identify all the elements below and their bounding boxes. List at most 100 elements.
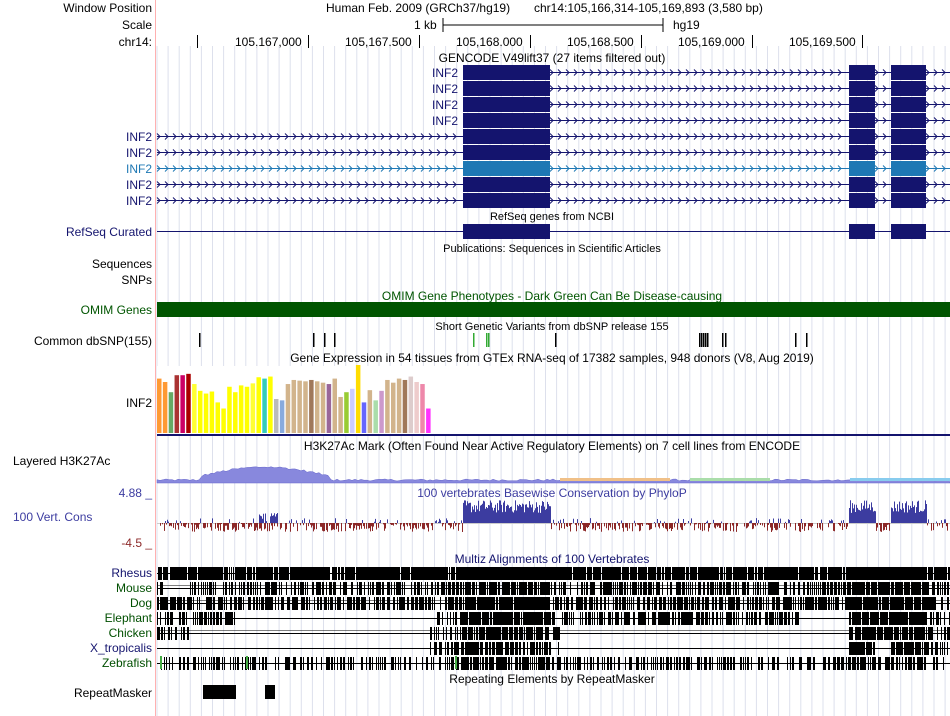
sequences-label[interactable]: Sequences	[91, 257, 152, 271]
repeatmasker-label[interactable]: RepeatMasker	[73, 686, 152, 700]
gtex-bar	[209, 391, 215, 433]
species-label-rhesus[interactable]: Rhesus	[111, 566, 152, 580]
chrom-label: chr14:	[118, 35, 152, 49]
strand-arrows	[549, 165, 842, 172]
strand-arrows	[925, 69, 946, 76]
snp-tick	[722, 333, 724, 347]
snp-tick	[703, 333, 705, 347]
omim-track-title[interactable]: OMIM Gene Phenotypes - Dark Green Can Be…	[381, 289, 723, 303]
refseq-label[interactable]: RefSeq Curated	[65, 225, 152, 239]
strand-arrows	[925, 165, 946, 172]
multiz-track-title[interactable]: Multiz Alignments of 100 Vertebrates	[454, 552, 650, 566]
h3k27ac-track-title[interactable]: H3K27Ac Mark (Often Found Near Active Re…	[303, 439, 801, 453]
phylop-track-title[interactable]: 100 vertebrates Basewise Conservation by…	[417, 486, 687, 500]
snp-tick	[705, 333, 707, 347]
refseq-track-title[interactable]: RefSeq genes from NCBI	[489, 211, 615, 223]
gene-label[interactable]: INF2	[432, 82, 459, 96]
alignment-blocks	[430, 642, 948, 655]
dbsnp-track-title[interactable]: Short Genetic Variants from dbSNP releas…	[435, 321, 669, 333]
exon-block	[891, 193, 926, 208]
strand-arrows	[156, 197, 457, 204]
gtex-bar	[344, 392, 349, 433]
omim-label[interactable]: OMIM Genes	[80, 303, 152, 317]
exon-block	[891, 81, 926, 96]
species-label-dog[interactable]: Dog	[129, 596, 152, 610]
ruler-tick-label: 105,167,500	[345, 35, 412, 49]
gtex-gene-label[interactable]: INF2	[125, 396, 152, 410]
gene-label[interactable]: INF2	[432, 98, 459, 112]
exon-block	[849, 145, 875, 160]
species-label-zebrafish[interactable]: Zebrafish	[101, 656, 152, 670]
gtex-bar	[385, 379, 390, 433]
exon-block	[891, 145, 926, 160]
exon-block	[891, 113, 926, 128]
scale-text: 1 kb	[414, 18, 437, 32]
phylop-positive	[165, 500, 946, 523]
exon-block	[463, 145, 550, 160]
strand-arrows	[874, 133, 887, 140]
gene-label[interactable]: INF2	[432, 114, 459, 128]
strand-arrows	[925, 197, 946, 204]
exon-block	[891, 129, 926, 144]
ruler-tick-label: 105,167,000	[235, 35, 302, 49]
strand-arrows	[156, 181, 457, 188]
snp-tick	[806, 333, 808, 347]
species-label-mouse[interactable]: Mouse	[115, 581, 152, 595]
gtex-bar	[309, 379, 314, 433]
strand-arrows	[549, 69, 842, 76]
snp-tick	[707, 333, 709, 347]
species-label-chicken[interactable]: Chicken	[108, 626, 152, 640]
gtex-bar	[233, 392, 238, 433]
gtex-bar	[244, 386, 250, 433]
h3k27ac-label[interactable]: Layered H3K27Ac	[13, 454, 111, 468]
refseq-exon	[849, 224, 875, 239]
publications-track-title[interactable]: Publications: Sequences in Scientific Ar…	[443, 243, 661, 255]
gtex-bar	[268, 376, 273, 433]
species-label-elephant[interactable]: Elephant	[104, 611, 152, 625]
strand-arrows	[925, 101, 946, 108]
strand-arrows	[549, 101, 842, 108]
gene-label[interactable]: INF2	[432, 66, 459, 80]
dbsnp-label[interactable]: Common dbSNP(155)	[33, 334, 152, 348]
snps-label[interactable]: SNPs	[121, 273, 152, 287]
gtex-bar	[426, 408, 431, 433]
gtex-bar	[186, 373, 191, 433]
strand-arrows	[925, 149, 946, 156]
h3k27ac-layer	[850, 478, 950, 481]
gene-label[interactable]: INF2	[125, 178, 152, 192]
alignment-blocks	[157, 627, 950, 640]
gene-label[interactable]: INF2	[125, 162, 152, 176]
gencode-track-title[interactable]: GENCODE V49lift37 (27 items filtered out…	[438, 51, 666, 65]
snp-tick	[701, 333, 703, 347]
omim-feature	[157, 302, 950, 317]
gene-label[interactable]: INF2	[125, 146, 152, 160]
gtex-track-title[interactable]: Gene Expression in 54 tissues from GTEx …	[290, 351, 814, 365]
gtex-bar	[408, 376, 414, 433]
assembly-short: hg19	[673, 18, 700, 32]
exon-block	[463, 161, 550, 176]
strand-arrows	[874, 85, 887, 92]
strand-arrows	[156, 165, 457, 172]
strand-arrows	[874, 197, 887, 204]
gene-label[interactable]: INF2	[125, 194, 152, 208]
h3k27ac-layer	[560, 478, 670, 481]
snp-tick	[473, 333, 475, 347]
scale-label: Scale	[121, 18, 152, 32]
strand-arrows	[925, 133, 946, 140]
gene-label[interactable]: INF2	[125, 130, 152, 144]
strand-arrows	[874, 101, 887, 108]
gtex-bar	[227, 386, 232, 433]
species-label-x-tropicalis[interactable]: X_tropicalis	[89, 641, 152, 655]
repeat-element	[203, 685, 236, 699]
h3k27ac-signal	[156, 466, 950, 484]
strand-arrows	[549, 181, 842, 188]
gtex-bar	[297, 380, 302, 433]
refseq-exon	[463, 224, 550, 239]
phylop-label[interactable]: 100 Vert. Cons	[13, 510, 93, 524]
repeatmasker-track-title[interactable]: Repeating Elements by RepeatMasker	[449, 672, 655, 686]
strand-arrows	[874, 117, 887, 124]
strand-arrows	[156, 149, 457, 156]
phylop-negative	[160, 523, 948, 532]
alignment-blocks	[158, 567, 950, 580]
